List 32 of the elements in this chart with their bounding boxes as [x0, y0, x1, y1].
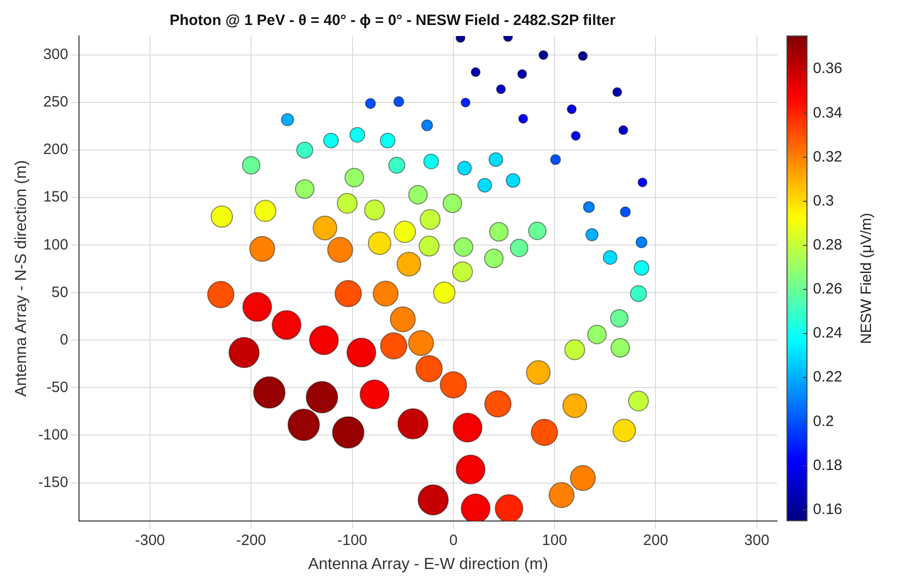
color-bar-label: 0.34 [813, 104, 842, 122]
x-tick-label: -100 [337, 532, 368, 549]
color-bar-label: 0.36 [813, 60, 842, 78]
color-bar-label: 0.32 [813, 148, 842, 166]
color-bar-label: 0.26 [813, 280, 842, 298]
x-tick-label: -300 [134, 532, 166, 549]
x-tick-label: 0 [449, 532, 458, 549]
color-bar-label: 0.3 [813, 192, 834, 210]
y-tick-label: 100 [43, 236, 68, 254]
color-bar-label: 0.18 [813, 456, 842, 474]
y-tick-label: 50 [52, 284, 68, 301]
x-tick-label: 200 [643, 532, 668, 549]
x-axis-title: Antenna Array - E-W direction (m) [308, 556, 548, 573]
color-bar-label: 0.28 [813, 236, 842, 254]
color-bar-label: 0.24 [813, 324, 842, 342]
color-bar-label: 0.16 [813, 500, 842, 518]
x-tick-label: -200 [236, 532, 266, 549]
y-tick-label: 200 [43, 141, 68, 158]
y-tick-label: 300 [43, 46, 68, 64]
y-tick-label: 0 [60, 331, 68, 348]
chart-title: Photon @ 1 PeV - θ = 40° - ϕ = 0° - NESW Field - 2482.S2P filter [170, 12, 616, 30]
y-tick-label: 250 [43, 94, 68, 111]
y-tick-label: 150 [43, 188, 68, 206]
color-bar-label: 0.22 [813, 368, 842, 386]
x-tick-label: 100 [542, 532, 568, 549]
color-bar-title: NESW Field (μV/m) [858, 212, 876, 344]
y-tick-label: -100 [38, 426, 68, 444]
y-tick-label: -150 [38, 474, 68, 491]
x-tick-label: 300 [744, 532, 770, 549]
y-axis-title: Antenna Array - N-S direction (m) [13, 160, 30, 397]
color-bar-label: 0.2 [813, 412, 834, 430]
y-tick-label: -50 [46, 378, 68, 396]
